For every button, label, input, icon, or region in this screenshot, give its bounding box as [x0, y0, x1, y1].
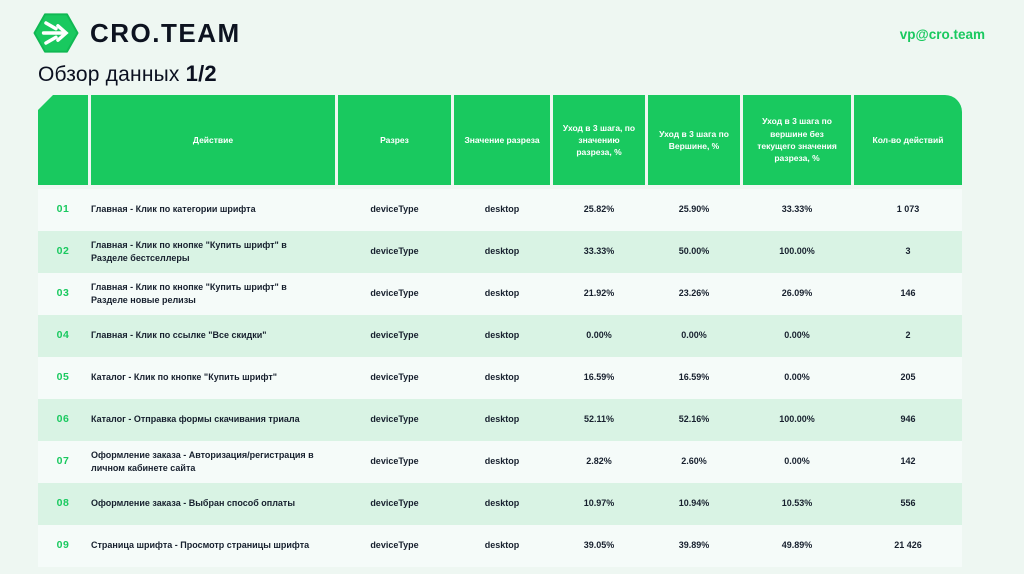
slice-value-cell: desktop [484, 456, 520, 467]
table-row: 01 Главная - Клик по категории шрифта de… [38, 189, 962, 231]
brand: CRO.TEAM [33, 11, 241, 55]
slice-value-cell: desktop [484, 540, 520, 551]
churn-wo-current-cell: 26.09% [781, 288, 813, 299]
churn-by-top-cell: 0.00% [681, 330, 707, 341]
slice-value-cell: desktop [484, 246, 520, 257]
row-number-cell: 04 [56, 329, 70, 342]
action-cell: Оформление заказа - Выбран способ оплаты [91, 498, 296, 509]
churn-by-slice-cell: 21.92% [583, 288, 615, 299]
table-row: 07 Оформление заказа - Авторизация/регис… [38, 441, 962, 483]
slice-cell: deviceType [370, 414, 419, 425]
row-number-cell: 06 [56, 413, 70, 426]
churn-by-top-cell: 52.16% [678, 414, 710, 425]
table-row: 05 Каталог - Клик по кнопке "Купить шриф… [38, 357, 962, 399]
action-cell: Главная - Клик по категории шрифта [91, 204, 256, 215]
row-number-cell: 01 [56, 203, 70, 216]
table-row: 02 Главная - Клик по кнопке "Купить шриф… [38, 231, 962, 273]
churn-wo-current-cell: 49.89% [781, 540, 813, 551]
actions-count-cell: 21 426 [894, 540, 922, 551]
slice-cell: deviceType [370, 456, 419, 467]
slice-value-cell: desktop [484, 498, 520, 509]
header-cell-churn-by-slice: Уход в 3 шага, по значению разреза, % [553, 95, 645, 185]
churn-by-slice-cell: 39.05% [583, 540, 615, 551]
row-number-cell: 07 [56, 455, 70, 468]
header-cell-slice-value: Значение разреза [454, 95, 550, 185]
slice-value-cell: desktop [484, 414, 520, 425]
churn-by-slice-cell: 25.82% [583, 204, 615, 215]
page-indicator: 1/2 [185, 61, 217, 86]
slice-value-cell: desktop [484, 330, 520, 341]
header-cell-churn-wo-current: Уход в 3 шага по вершине без текущего зн… [743, 95, 851, 185]
page-title-text: Обзор данных [38, 63, 180, 86]
churn-wo-current-cell: 100.00% [779, 414, 815, 425]
churn-by-slice-cell: 16.59% [583, 372, 615, 383]
slice-cell: deviceType [370, 372, 419, 383]
actions-count-cell: 3 [905, 246, 911, 257]
churn-by-top-cell: 16.59% [678, 372, 710, 383]
row-number-cell: 02 [56, 245, 70, 258]
churn-by-top-cell: 39.89% [678, 540, 710, 551]
churn-wo-current-cell: 10.53% [781, 498, 813, 509]
action-cell: Страница шрифта - Просмотр страницы шриф… [91, 540, 310, 551]
action-cell: Каталог - Клик по кнопке "Купить шрифт" [91, 372, 278, 383]
action-cell: Главная - Клик по ссылке "Все скидки" [91, 330, 267, 341]
row-number-cell: 05 [56, 371, 70, 384]
churn-wo-current-cell: 0.00% [784, 330, 810, 341]
churn-wo-current-cell: 100.00% [779, 246, 815, 257]
header-cell-action: Действие [91, 95, 335, 185]
hexagon-arrow-right-icon [33, 11, 79, 55]
slice-cell: deviceType [370, 288, 419, 299]
row-number-cell: 03 [56, 287, 70, 300]
churn-by-top-cell: 2.60% [681, 456, 707, 467]
actions-count-cell: 205 [900, 372, 916, 383]
slice-cell: deviceType [370, 330, 419, 341]
header-cell-actions-count: Кол-во действий [854, 95, 962, 185]
churn-by-slice-cell: 10.97% [583, 498, 615, 509]
churn-by-slice-cell: 0.00% [586, 330, 612, 341]
churn-wo-current-cell: 0.00% [784, 456, 810, 467]
table-header-row: Действие Разрез Значение разреза Уход в … [38, 95, 962, 185]
actions-count-cell: 2 [905, 330, 911, 341]
table-body: 01 Главная - Клик по категории шрифта de… [38, 189, 962, 567]
churn-by-top-cell: 23.26% [678, 288, 710, 299]
churn-wo-current-cell: 0.00% [784, 372, 810, 383]
actions-count-cell: 1 073 [896, 204, 920, 215]
table-row: 03 Главная - Клик по кнопке "Купить шриф… [38, 273, 962, 315]
churn-by-slice-cell: 2.82% [586, 456, 612, 467]
churn-by-slice-cell: 33.33% [583, 246, 615, 257]
row-number-cell: 09 [56, 539, 70, 552]
slice-value-cell: desktop [484, 372, 520, 383]
churn-by-top-cell: 25.90% [678, 204, 710, 215]
page-title: Обзор данных 1/2 [38, 61, 217, 87]
table-row: 08 Оформление заказа - Выбран способ опл… [38, 483, 962, 525]
slice-cell: deviceType [370, 540, 419, 551]
header-cell-slice: Разрез [338, 95, 451, 185]
slice-value-cell: desktop [484, 288, 520, 299]
row-number-cell: 08 [56, 497, 70, 510]
header-cell-index [38, 95, 88, 185]
contact-email: vp@cro.team [899, 27, 985, 42]
action-cell: Оформление заказа - Авторизация/регистра… [91, 449, 314, 473]
churn-by-top-cell: 50.00% [678, 246, 710, 257]
actions-count-cell: 142 [900, 456, 916, 467]
slice-cell: deviceType [370, 204, 419, 215]
table-row: 09 Страница шрифта - Просмотр страницы ш… [38, 525, 962, 567]
header-cell-churn-by-top: Уход в 3 шага по Вершине, % [648, 95, 740, 185]
data-table: Действие Разрез Значение разреза Уход в … [38, 95, 962, 567]
action-cell: Главная - Клик по кнопке "Купить шрифт" … [91, 281, 287, 305]
slice-cell: deviceType [370, 498, 419, 509]
table-row: 06 Каталог - Отправка формы скачивания т… [38, 399, 962, 441]
table-row: 04 Главная - Клик по ссылке "Все скидки"… [38, 315, 962, 357]
churn-by-slice-cell: 52.11% [583, 414, 615, 425]
churn-wo-current-cell: 33.33% [781, 204, 813, 215]
actions-count-cell: 556 [900, 498, 916, 509]
slice-value-cell: desktop [484, 204, 520, 215]
action-cell: Каталог - Отправка формы скачивания триа… [91, 414, 300, 425]
brand-name: CRO.TEAM [90, 17, 241, 48]
churn-by-top-cell: 10.94% [678, 498, 710, 509]
actions-count-cell: 146 [900, 288, 916, 299]
actions-count-cell: 946 [900, 414, 916, 425]
action-cell: Главная - Клик по кнопке "Купить шрифт" … [91, 239, 287, 263]
slice-cell: deviceType [370, 246, 419, 257]
